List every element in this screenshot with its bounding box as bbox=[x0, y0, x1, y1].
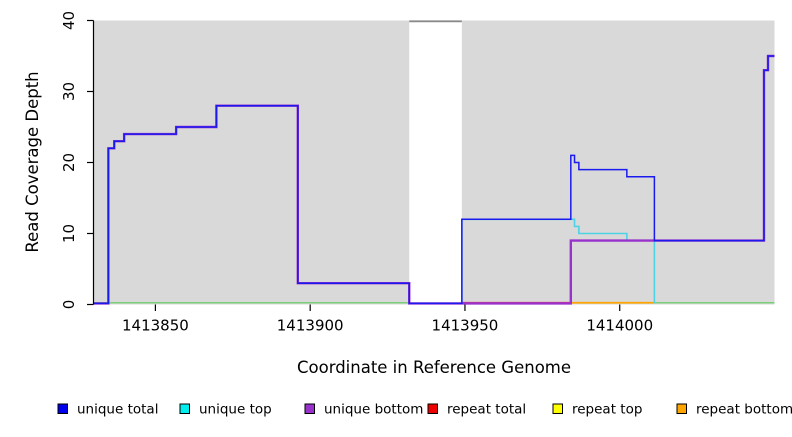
y-tick-label: 10 bbox=[60, 224, 78, 243]
y-tick-label: 0 bbox=[60, 300, 78, 310]
x-tick-label: 1414000 bbox=[586, 317, 653, 335]
data-series-layer bbox=[93, 54, 775, 305]
legend-label: unique bottom bbox=[324, 402, 423, 418]
masked-region bbox=[409, 20, 462, 305]
y-tick-label: 40 bbox=[60, 11, 78, 30]
plot-panel bbox=[93, 20, 775, 305]
legend-label: unique top bbox=[199, 402, 272, 418]
legend-item-repeat-total: repeat total bbox=[427, 402, 526, 418]
y-tick-label: 30 bbox=[60, 82, 78, 101]
legend-label: repeat top bbox=[572, 402, 642, 418]
legend-item-unique-bottom: unique bottom bbox=[304, 402, 423, 418]
chart-legend: unique total unique top unique bottom repea… bbox=[57, 402, 792, 418]
legend-swatch bbox=[304, 403, 315, 414]
legend-label: repeat bottom bbox=[696, 402, 792, 418]
legend-swatch bbox=[427, 403, 438, 414]
series-unique-total bbox=[93, 55, 775, 305]
axes-layer: 0 10 20 30 40 1413850 1413900 1413950 1414000 bbox=[60, 11, 653, 335]
x-tick-label: 1413850 bbox=[122, 317, 189, 335]
legend-swatch bbox=[676, 403, 687, 414]
x-tick-label: 1413950 bbox=[432, 317, 499, 335]
legend-item-unique-top: unique top bbox=[179, 402, 272, 418]
legend-label: repeat total bbox=[447, 402, 526, 418]
legend-item-unique-total: unique total bbox=[57, 402, 158, 418]
series-path-unique-total bbox=[93, 55, 775, 305]
x-axis-title: Coordinate in Reference Genome bbox=[297, 358, 571, 377]
legend-swatch bbox=[179, 403, 190, 414]
legend-swatch bbox=[57, 403, 68, 414]
y-axis-title: Read Coverage Depth bbox=[23, 71, 42, 252]
legend-item-repeat-top: repeat top bbox=[552, 402, 642, 418]
legend-item-repeat-bottom: repeat bottom bbox=[676, 402, 792, 418]
legend-label: unique total bbox=[77, 402, 158, 418]
legend-swatch bbox=[552, 403, 563, 414]
x-tick-label: 1413900 bbox=[277, 317, 344, 335]
y-tick-label: 20 bbox=[60, 153, 78, 172]
